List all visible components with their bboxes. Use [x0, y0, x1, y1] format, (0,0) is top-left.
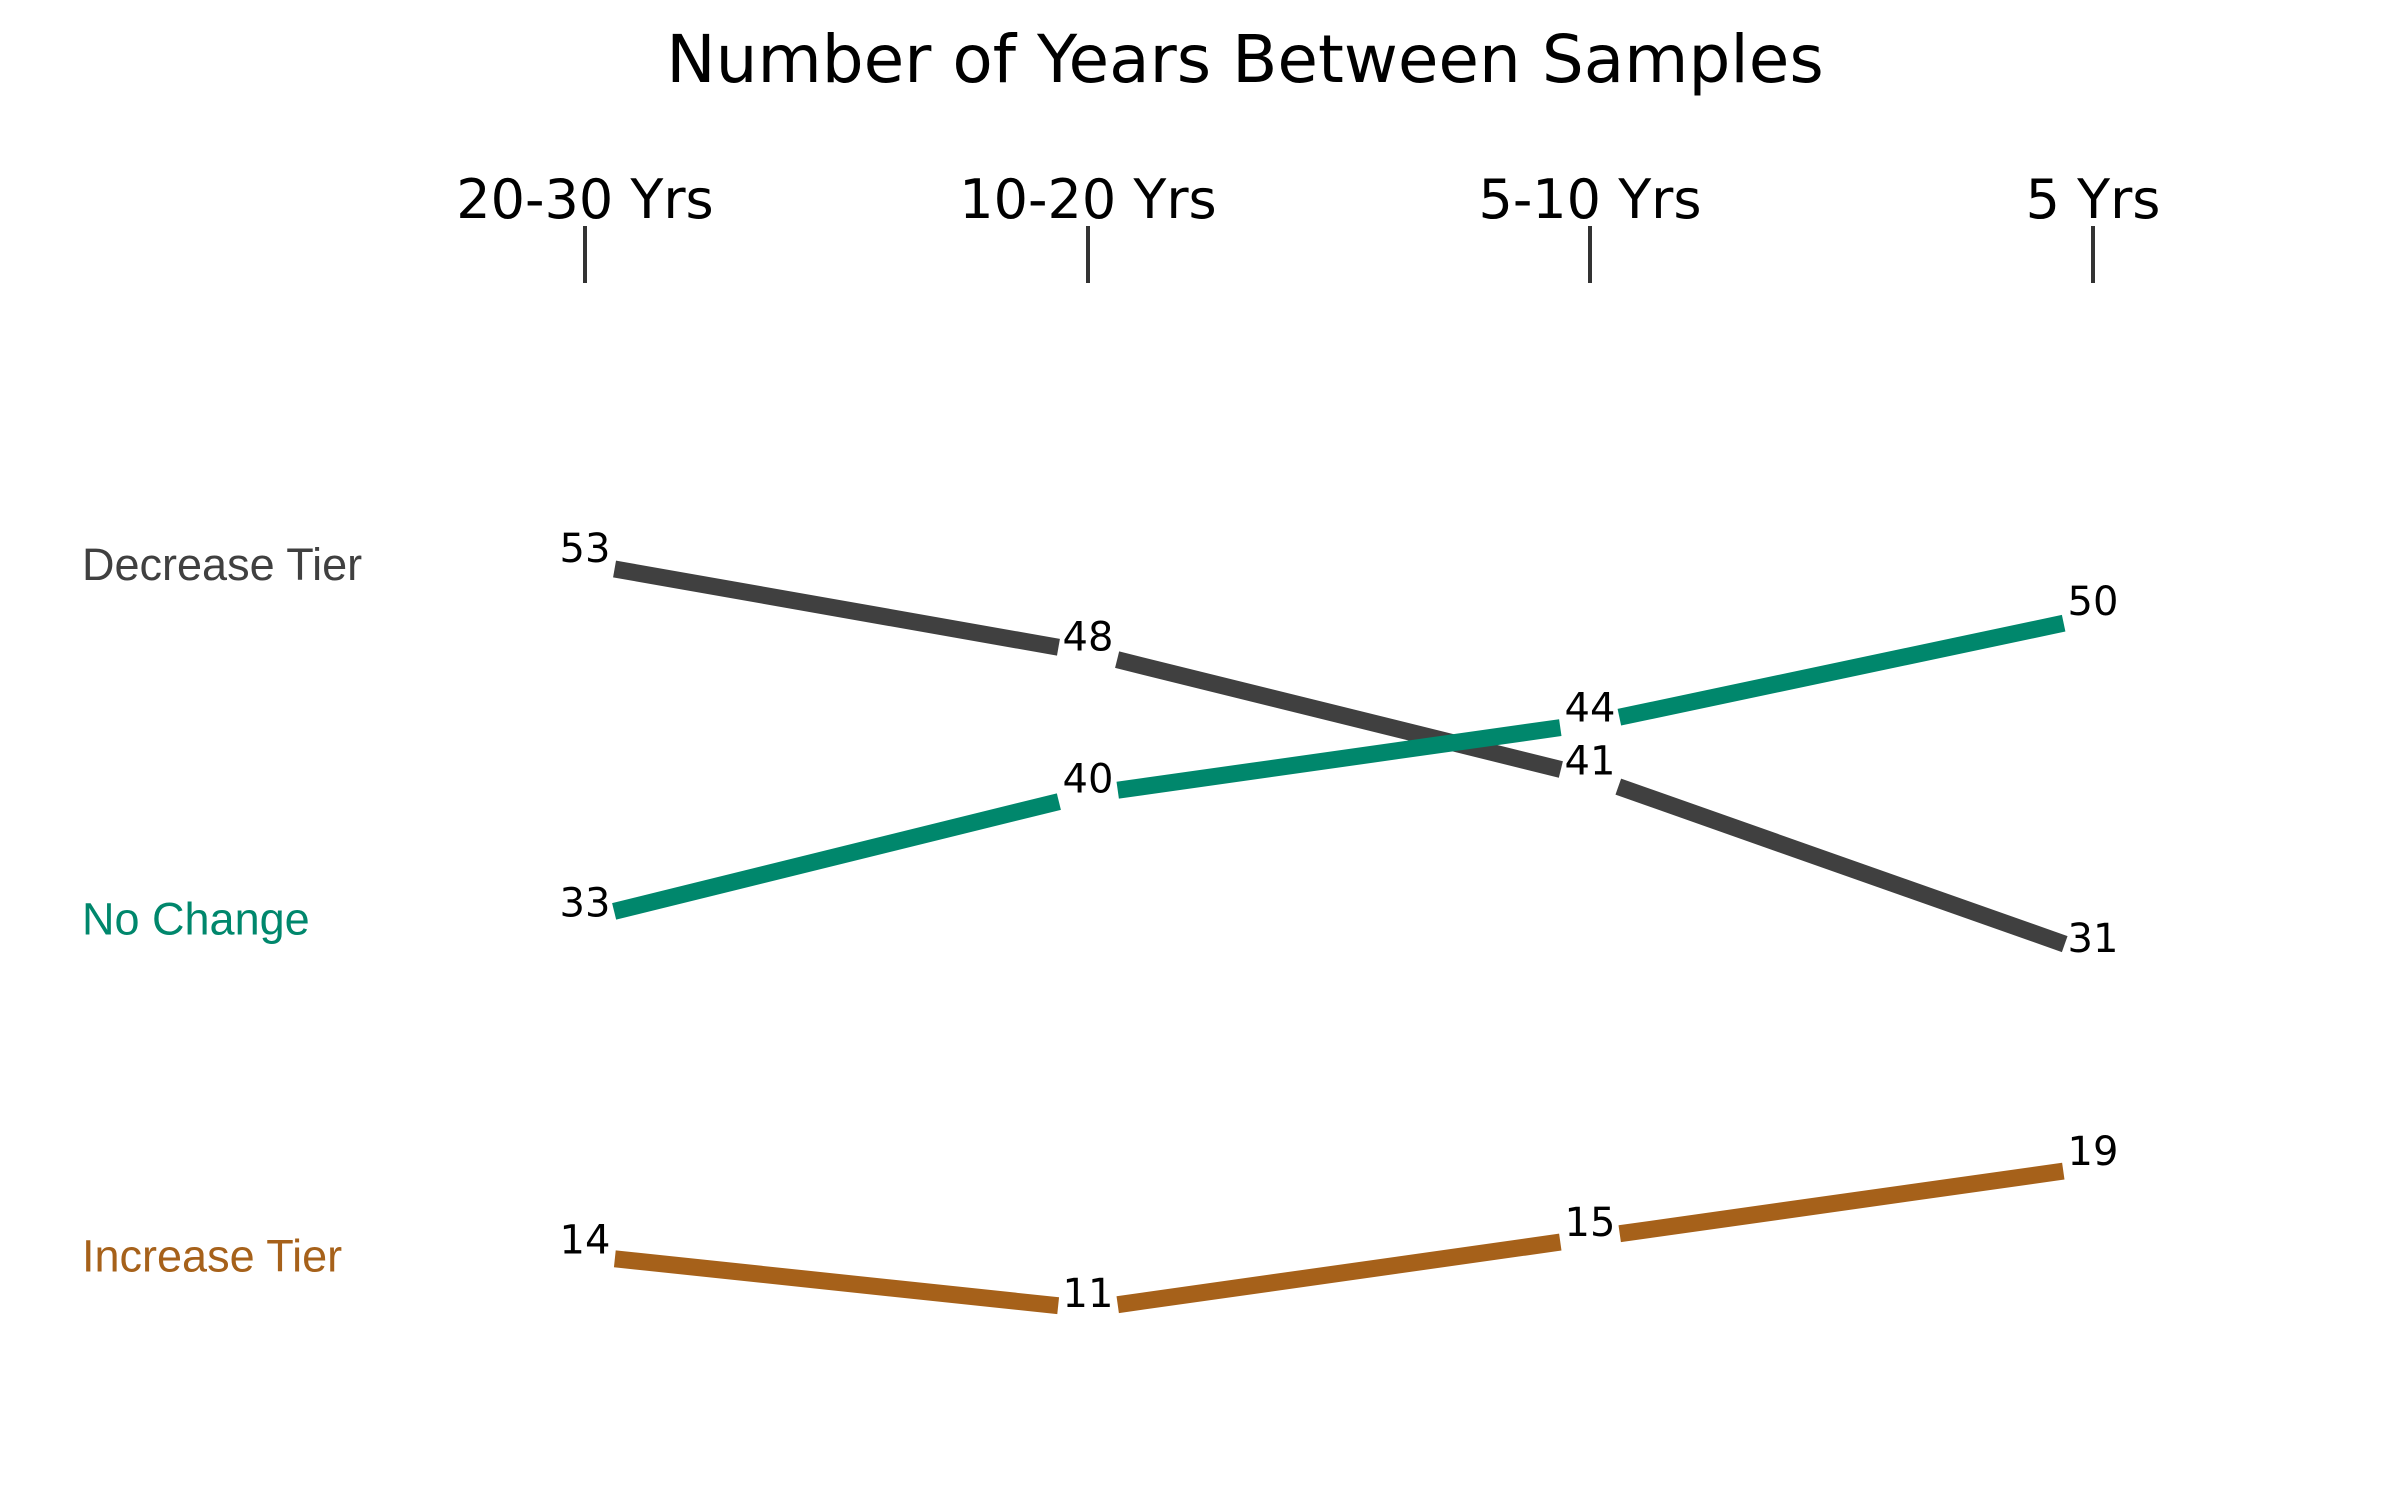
series-lines: 53 48 41 31 33 40 44 50 14 11 15 19: [560, 526, 2119, 1317]
data-label-increase-tier-20-30-yrs: 14: [560, 1218, 611, 1264]
data-label-decrease-tier-5-yrs: 31: [2068, 916, 2119, 962]
data-label-increase-tier-5-yrs: 19: [2068, 1129, 2119, 1175]
column-axis: 20-30 Yrs 10-20 Yrs 5-10 Yrs 5 Yrs: [456, 168, 2160, 283]
series-segment: [1115, 651, 1563, 778]
column-label-20-30-yrs: 20-30 Yrs: [456, 168, 713, 231]
series-segment: [613, 560, 1060, 656]
column-label-10-20-yrs: 10-20 Yrs: [959, 168, 1216, 231]
data-label-decrease-tier-5-10-yrs: 41: [1565, 739, 1616, 785]
series-segment: [1615, 778, 2068, 953]
series-segment: [1617, 614, 2066, 726]
series-segment: [613, 1250, 1060, 1315]
series-segment: [1116, 719, 1562, 799]
series-decrease-tier: 53 48 41 31: [560, 526, 2119, 962]
series-label-no-change: No Change: [82, 894, 310, 945]
series-label-decrease-tier: Decrease Tier: [82, 539, 362, 590]
chart-title: Number of Years Between Samples: [666, 21, 1823, 98]
data-label-no-change-5-10-yrs: 44: [1565, 685, 1616, 731]
column-label-5-10-yrs: 5-10 Yrs: [1478, 168, 1701, 231]
series-segment: [612, 793, 1061, 920]
series-increase-tier: 14 11 15 19: [560, 1129, 2119, 1317]
column-label-5-yrs: 5 Yrs: [2026, 168, 2161, 231]
data-label-decrease-tier-20-30-yrs: 53: [560, 526, 611, 572]
data-label-increase-tier-10-20-yrs: 11: [1063, 1271, 1114, 1317]
series-segment: [1116, 1233, 1562, 1314]
data-label-increase-tier-5-10-yrs: 15: [1565, 1200, 1616, 1246]
series-segment: [1618, 1162, 2065, 1243]
data-label-no-change-20-30-yrs: 33: [560, 881, 611, 927]
series-labels: Decrease Tier No Change Increase Tier: [82, 539, 362, 1282]
data-label-no-change-5-yrs: 50: [2068, 579, 2119, 625]
data-label-no-change-10-20-yrs: 40: [1063, 756, 1114, 802]
data-label-decrease-tier-10-20-yrs: 48: [1063, 614, 1114, 660]
series-label-increase-tier: Increase Tier: [82, 1231, 342, 1282]
series-no-change: 33 40 44 50: [560, 579, 2119, 927]
